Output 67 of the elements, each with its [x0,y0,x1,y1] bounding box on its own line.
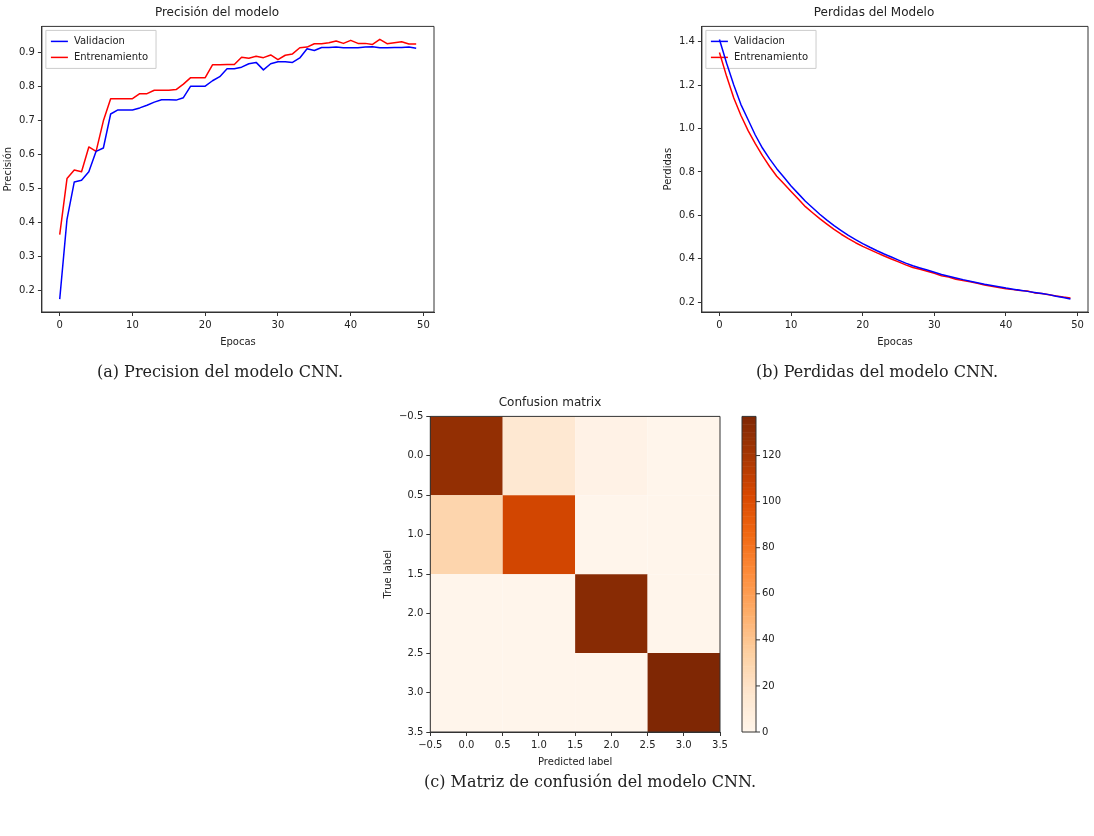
y-tick-label: 0.2 [679,295,695,307]
x-tick-label: 2.5 [639,738,656,750]
x-tick-label: 30 [927,318,941,330]
x-tick-label: 20 [856,318,870,330]
color-bar-label: 40 [762,633,775,645]
x-tick-label: 20 [198,318,212,330]
color-bar-label: 100 [762,495,782,507]
y-tick-label: 0.3 [19,250,35,262]
y-tick-label: 3.5 [407,725,424,737]
y-tick-label: 1.0 [407,528,424,540]
x-tick-label: 1.5 [567,738,584,750]
legend-label: Entrenamiento [733,50,809,62]
legend-label: Entrenamiento [73,50,149,62]
x-tick-label: 10 [784,318,798,330]
x-tick-label: 50 [1071,318,1084,330]
y-tick-label: 3.0 [407,686,424,698]
legend-label: Validacion [73,34,125,46]
color-bar-label: 60 [762,587,775,599]
x-axis-title: Epocas [220,335,256,347]
color-bar-label: 0 [762,725,769,737]
x-tick-label: 40 [344,318,358,330]
y-tick-label: −0.5 [398,409,424,421]
x-axis-title: Predicted label [537,755,613,767]
y-tick-label: 0.2 [19,284,35,296]
y-tick-label: 0.6 [19,148,35,160]
chart-title: Precisión del modelo [154,5,280,20]
text: (c) Matriz de confusión del modelo CNN. [423,772,757,791]
y-tick-label: 1.2 [679,78,695,90]
y-tick-label: 0.6 [679,208,695,220]
x-tick-label: 50 [417,318,430,330]
x-axis-title: Epocas [877,335,913,347]
chart-title: Confusion matrix [498,395,602,410]
x-tick-label: 3.5 [712,738,728,750]
y-axis-title: Perdidas [661,147,673,191]
color-bar-label: 20 [762,679,775,691]
x-tick-label: 30 [271,318,285,330]
y-tick-label: 0.4 [19,216,35,228]
chart-title: Perdidas del Modelo [813,5,935,20]
y-tick-label: 0.8 [679,165,695,177]
x-tick-label: 0 [716,318,723,330]
y-tick-label: 2.0 [407,607,424,619]
y-tick-label: 0.4 [679,252,695,264]
y-tick-label: 0.8 [19,80,35,92]
x-tick-label: 0 [56,318,63,330]
y-tick-label: 1.4 [679,35,695,47]
y-tick-label: 0.5 [407,488,424,500]
x-tick-label: 40 [999,318,1013,330]
y-tick-label: 0.7 [19,114,35,126]
text: (a) Precision del modelo CNN. [96,362,344,381]
x-tick-label: 1.0 [530,738,547,750]
x-tick-label: −0.5 [418,738,443,750]
y-axis-title: True label [381,549,393,600]
x-tick-label: 2.0 [603,738,620,750]
text: (b) Perdidas del modelo CNN. [755,362,999,381]
color-bar-label: 120 [762,449,782,461]
y-tick-label: 1.0 [679,122,695,134]
color-bar-label: 80 [762,541,775,553]
y-tick-label: 0.9 [19,46,35,58]
y-tick-label: 0.5 [19,182,35,194]
x-tick-label: 10 [126,318,139,330]
y-tick-label: 0.0 [407,449,424,461]
x-tick-label: 0.5 [494,738,511,750]
y-tick-label: 1.5 [407,567,424,579]
legend-label: Validacion [733,34,785,46]
y-axis-title: Precisión [1,146,13,192]
x-tick-label: 0.0 [458,738,475,750]
y-tick-label: 2.5 [407,646,424,658]
